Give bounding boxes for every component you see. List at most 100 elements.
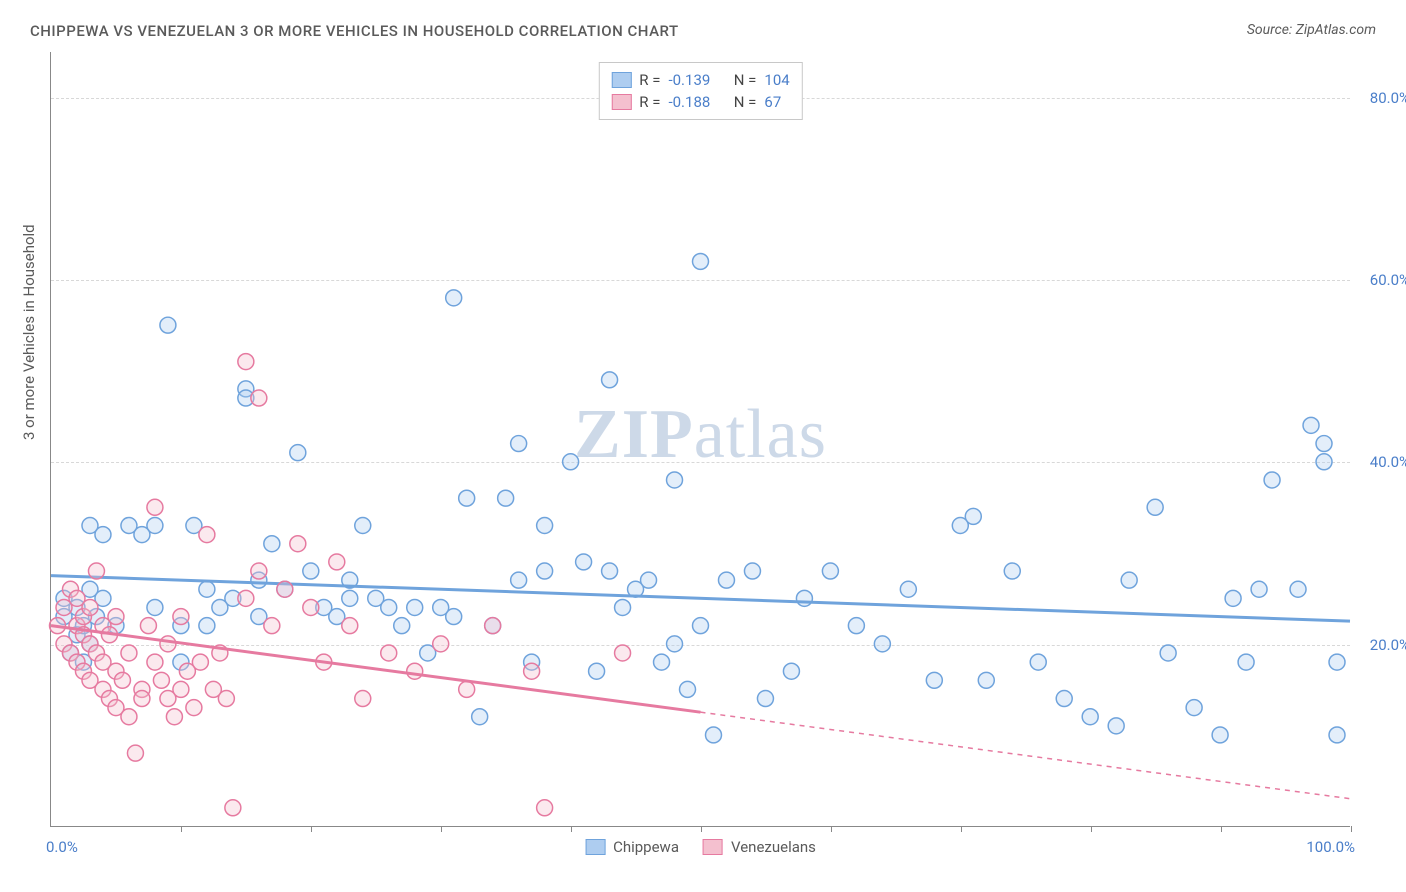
data-point (537, 518, 553, 534)
data-point (1056, 691, 1072, 707)
data-point (264, 618, 280, 634)
n-value-chippewa: 104 (764, 69, 789, 91)
data-point (1303, 417, 1319, 433)
data-point (88, 563, 104, 579)
data-point (1212, 727, 1228, 743)
data-point (900, 581, 916, 597)
data-point (693, 253, 709, 269)
data-point (199, 618, 215, 634)
data-point (199, 527, 215, 543)
data-point (342, 590, 358, 606)
data-point (1121, 572, 1137, 588)
data-point (342, 618, 358, 634)
data-point (407, 599, 423, 615)
data-point (563, 454, 579, 470)
data-point (218, 691, 234, 707)
data-point (511, 436, 527, 452)
data-point (82, 599, 98, 615)
data-point (718, 572, 734, 588)
data-point (225, 800, 241, 816)
plot-area: ZIPatlas 20.0%40.0%60.0%80.0% 0.0% 100.0… (50, 52, 1350, 827)
data-point (498, 490, 514, 506)
legend-row-chippewa: R = -0.139 N = 104 (611, 69, 789, 91)
data-point (848, 618, 864, 634)
data-point (238, 590, 254, 606)
data-point (1316, 454, 1332, 470)
data-point (1082, 709, 1098, 725)
data-point (95, 527, 111, 543)
legend-item-venezuelans: Venezuelans (703, 838, 816, 856)
data-point (1316, 436, 1332, 452)
data-point (1004, 563, 1020, 579)
data-point (1329, 727, 1345, 743)
y-tick-label: 40.0% (1370, 453, 1406, 471)
data-point (108, 609, 124, 625)
data-point (485, 618, 501, 634)
data-point (1238, 654, 1254, 670)
data-point (290, 536, 306, 552)
data-point (602, 563, 618, 579)
data-point (524, 663, 540, 679)
source-attribution: Source: ZipAtlas.com (1247, 22, 1376, 38)
data-point (537, 800, 553, 816)
data-point (1264, 472, 1280, 488)
legend-row-venezuelans: R = -0.188 N = 67 (611, 91, 789, 113)
data-point (744, 563, 760, 579)
data-point (173, 681, 189, 697)
data-point (641, 572, 657, 588)
data-point (355, 691, 371, 707)
data-point (290, 445, 306, 461)
correlation-legend: R = -0.139 N = 104 R = -0.188 N = 67 (598, 62, 802, 120)
data-point (615, 599, 631, 615)
x-axis-max-label: 100.0% (1306, 838, 1355, 856)
data-point (1147, 499, 1163, 515)
data-point (160, 636, 176, 652)
data-point (303, 563, 319, 579)
data-point (114, 672, 130, 688)
data-point (134, 691, 150, 707)
chart-title: CHIPPEWA VS VENEZUELAN 3 OR MORE VEHICLE… (30, 22, 679, 40)
data-point (796, 590, 812, 606)
data-point (1290, 581, 1306, 597)
data-point (589, 663, 605, 679)
data-point (654, 654, 670, 670)
data-point (1108, 718, 1124, 734)
data-point (446, 290, 462, 306)
x-axis-min-label: 0.0% (46, 838, 78, 856)
data-point (1225, 590, 1241, 606)
data-point (121, 709, 137, 725)
data-point (978, 672, 994, 688)
data-point (173, 609, 189, 625)
y-tick-label: 20.0% (1370, 636, 1406, 654)
r-value-venezuelans: -0.188 (668, 91, 710, 113)
data-point (459, 681, 475, 697)
data-point (1251, 581, 1267, 597)
data-point (1030, 654, 1046, 670)
data-point (446, 609, 462, 625)
data-point (186, 700, 202, 716)
n-value-venezuelans: 67 (764, 91, 781, 113)
data-point (121, 645, 137, 661)
swatch-venezuelans (611, 94, 631, 110)
data-point (277, 581, 293, 597)
data-point (140, 618, 156, 634)
series-legend: Chippewa Venezuelans (585, 838, 816, 856)
r-value-chippewa: -0.139 (668, 69, 710, 91)
data-point (147, 518, 163, 534)
data-point (147, 499, 163, 515)
y-axis-title: 3 or more Vehicles in Household (20, 224, 38, 440)
legend-item-chippewa: Chippewa (585, 838, 679, 856)
data-point (355, 518, 371, 534)
data-point (472, 709, 488, 725)
data-point (926, 672, 942, 688)
data-point (160, 317, 176, 333)
data-point (329, 554, 345, 570)
data-point (615, 645, 631, 661)
data-point (1329, 654, 1345, 670)
data-point (238, 354, 254, 370)
data-point (251, 390, 267, 406)
data-point (680, 681, 696, 697)
data-point (537, 563, 553, 579)
swatch-venezuelans-icon (703, 839, 723, 855)
data-point (705, 727, 721, 743)
